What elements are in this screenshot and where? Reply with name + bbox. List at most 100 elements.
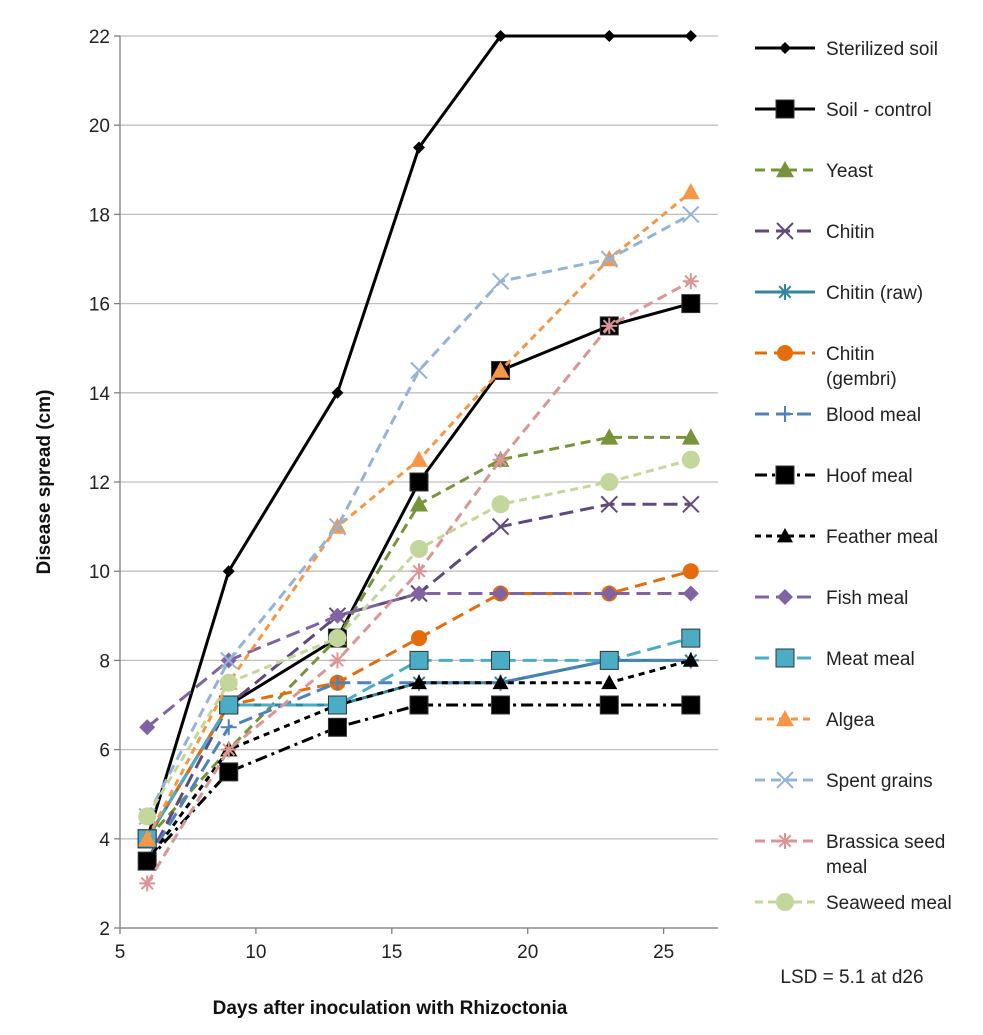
data-point (138, 807, 157, 826)
legend-item: Spent grains (755, 771, 933, 792)
legend-label: Chitin (gembri) (826, 344, 897, 390)
x-tick-label: 25 (653, 942, 674, 963)
data-point (601, 585, 618, 602)
data-point (682, 273, 699, 290)
series-brassica-seed-meal (139, 273, 699, 892)
legend-swatch-marker (777, 833, 793, 849)
y-tick-label: 6 (99, 741, 110, 762)
legend-swatch-marker (775, 648, 795, 668)
lsd-annotation: LSD = 5.1 at d26 (780, 967, 923, 988)
x-tick-label: 10 (245, 942, 266, 963)
series-seaweed-meal (138, 450, 700, 826)
data-point (329, 607, 346, 624)
data-point (411, 674, 427, 690)
data-point (139, 875, 156, 892)
legend-label: Chitin (826, 222, 875, 243)
legend-swatch-marker (775, 465, 795, 485)
data-point (491, 695, 511, 715)
y-tick-label: 14 (89, 384, 111, 405)
y-tick-label: 8 (99, 651, 110, 672)
data-point (411, 585, 427, 602)
data-point (220, 651, 238, 670)
legend-item: Blood meal (755, 405, 921, 426)
legend-label: Feather meal (826, 527, 938, 548)
data-point (682, 585, 699, 602)
legend-swatch-marker (775, 99, 795, 119)
data-point (138, 829, 157, 846)
y-tick-label: 2 (99, 919, 110, 940)
data-point (329, 652, 346, 669)
data-point (492, 585, 509, 602)
legend-item: Soil - control (755, 99, 932, 121)
legend-label: Fish meal (826, 588, 908, 609)
legend-item: Fish meal (755, 588, 908, 609)
data-point (681, 450, 700, 469)
legend-swatch-marker (776, 161, 794, 178)
data-point (682, 205, 700, 224)
y-tick-label: 20 (89, 116, 110, 137)
legend-label: Algea (826, 710, 875, 731)
data-point (682, 652, 699, 667)
legend-label: Blood meal (826, 405, 921, 426)
legend-label: Seaweed meal (826, 893, 952, 914)
legend-item: Brassica seed meal (755, 832, 945, 878)
data-point (600, 250, 618, 268)
legend-swatch-marker (777, 284, 793, 300)
data-point (601, 317, 618, 334)
legend-swatch-marker (777, 406, 793, 422)
data-point (603, 30, 616, 42)
legend-label: Brassica seed meal (826, 832, 945, 878)
legend-label: Soil - control (826, 100, 932, 121)
data-point (681, 428, 700, 445)
data-point (681, 183, 700, 200)
legend-item: Chitin (755, 222, 875, 243)
data-point (409, 472, 429, 492)
data-point (491, 361, 510, 378)
legend-swatch-marker (776, 710, 794, 727)
y-axis-title: Disease spread (cm) (34, 390, 55, 575)
data-point (219, 762, 239, 782)
legend: Sterilized soil Soil - control Yeast Chitin… (755, 39, 952, 914)
legend-swatch-marker (777, 345, 793, 361)
y-tick-label: 12 (89, 473, 110, 494)
x-tick-label: 20 (517, 942, 538, 963)
legend-item: Sterilized soil (755, 39, 938, 60)
data-point (139, 853, 156, 868)
legend-item: Chitin (gembri) (755, 344, 897, 390)
axes: 2 4 6 8 10 12 14 16 18 20 22 5 10 15 20 25 (89, 27, 718, 963)
data-point (684, 30, 697, 42)
data-point (409, 695, 429, 715)
data-point (491, 272, 510, 291)
legend-swatch-marker (777, 589, 793, 605)
data-point (492, 674, 509, 690)
y-tick-label: 16 (89, 295, 110, 316)
series-layer (137, 30, 701, 892)
data-point (492, 451, 509, 468)
legend-label: Sterilized soil (826, 39, 938, 60)
data-point (600, 495, 618, 514)
legend-label: Spent grains (826, 771, 933, 792)
data-point (600, 473, 619, 491)
data-point (491, 495, 510, 514)
series-sterilized-soil (141, 30, 697, 845)
data-point (219, 673, 238, 692)
data-point (411, 630, 427, 647)
legend-item: Seaweed meal (755, 893, 952, 914)
legend-label: Chitin (raw) (826, 283, 923, 304)
data-point (327, 695, 347, 715)
x-tick-label: 15 (381, 942, 402, 963)
data-point (410, 539, 428, 558)
data-point (599, 650, 619, 670)
data-point (327, 717, 347, 737)
x-tick-label: 5 (115, 942, 126, 963)
data-point (220, 741, 237, 758)
y-tick-label: 4 (99, 830, 110, 851)
data-point (410, 450, 428, 467)
data-point (410, 361, 428, 380)
legend-label: Hoof meal (826, 466, 913, 487)
data-point (413, 141, 425, 154)
data-point (410, 495, 428, 512)
legend-item: Yeast (755, 161, 874, 182)
